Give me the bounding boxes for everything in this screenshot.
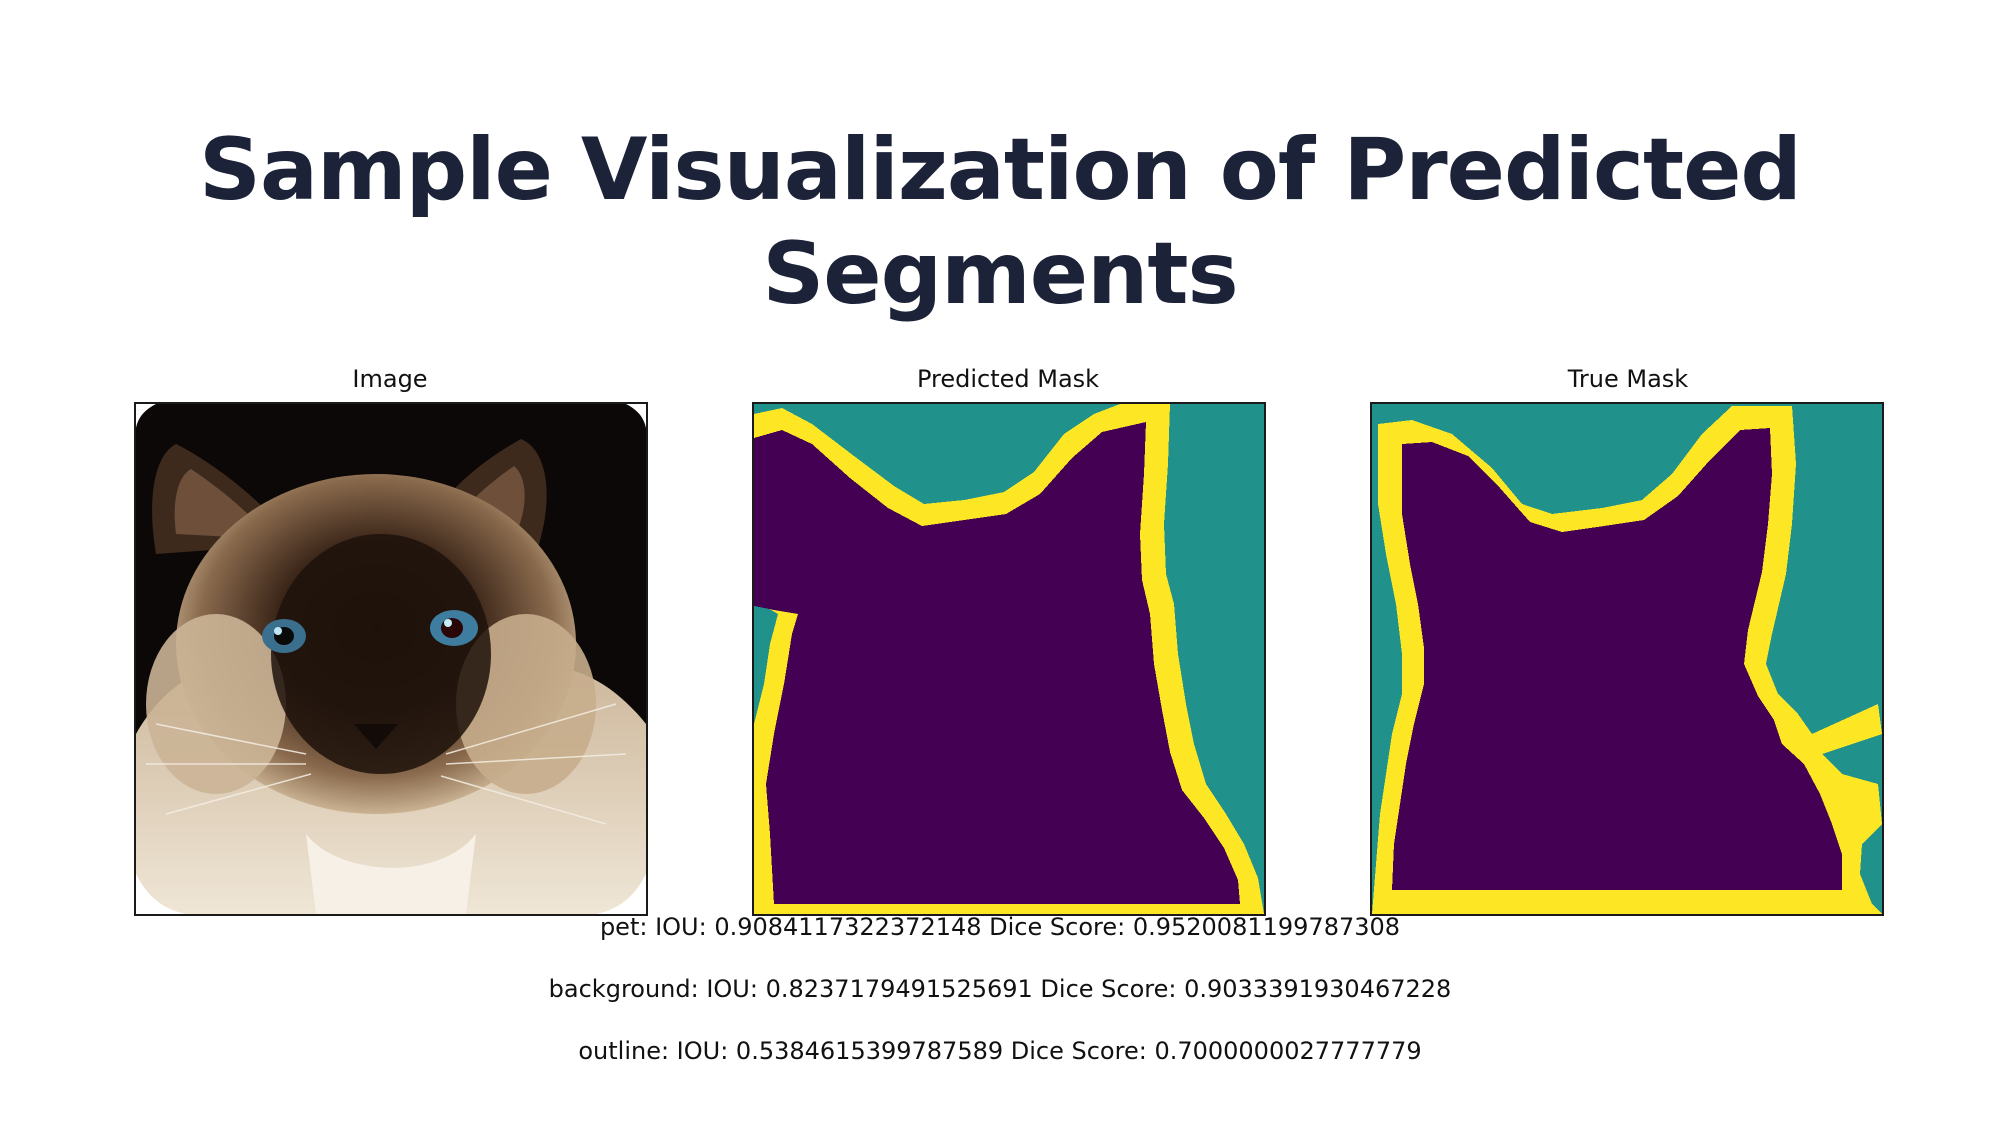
- predicted-mask-image: [754, 404, 1264, 914]
- image-panel-title: Image: [352, 365, 428, 393]
- predicted-pet-region: [754, 422, 1240, 904]
- true-mask-image: [1372, 404, 1882, 914]
- metric-pet: pet: IOU: 0.9084117322372148 Dice Score:…: [599, 913, 1401, 941]
- true-mask-panel-title: True Mask: [1567, 365, 1689, 393]
- metric-outline: outline: IOU: 0.5384615399787589 Dice Sc…: [578, 1037, 1422, 1065]
- true-mask-panel: [1370, 402, 1884, 916]
- cat-image-panel: [134, 402, 648, 916]
- siamese-cat-image: [136, 404, 646, 914]
- slide-title-line-2: Segments: [762, 224, 1238, 324]
- slide-title: Sample Visualization of Predicted Segmen…: [0, 118, 2000, 326]
- true-pet-region: [1392, 428, 1842, 890]
- predicted-mask-panel: [752, 402, 1266, 916]
- predicted-mask-panel-title: Predicted Mask: [916, 365, 1100, 393]
- metric-background: background: IOU: 0.8237179491525691 Dice…: [548, 975, 1452, 1003]
- slide-title-line-1: Sample Visualization of Predicted: [199, 120, 1802, 220]
